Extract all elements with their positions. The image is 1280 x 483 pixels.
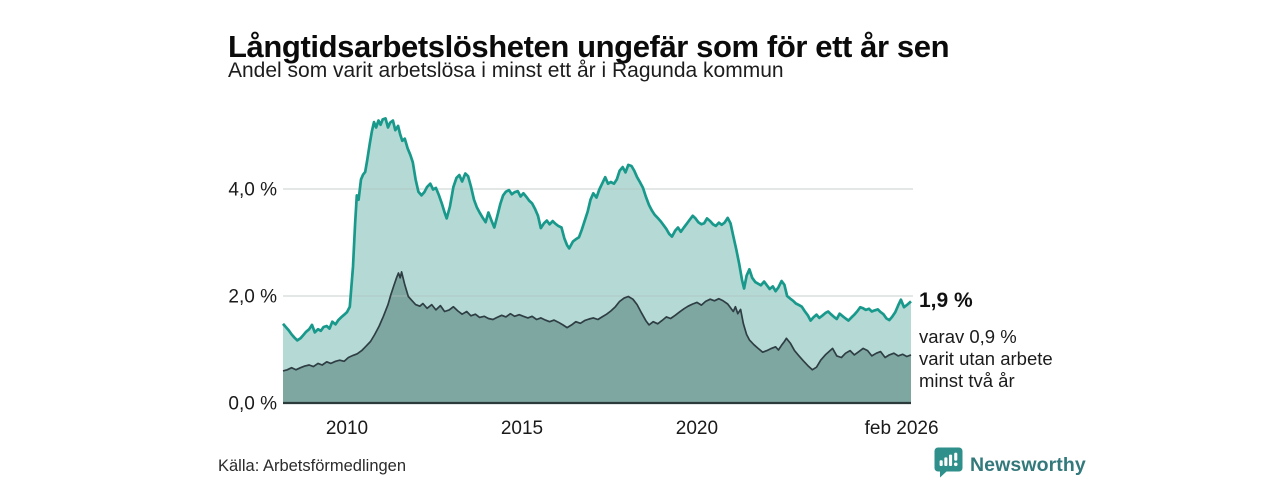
series-min-two-years-area	[283, 271, 911, 403]
y-tick-label: 4,0 %	[228, 180, 277, 201]
y-tick-label: 0,0 %	[228, 394, 277, 415]
annotation-line-2: varit utan arbete	[919, 348, 1053, 369]
page-title: Långtidsarbetslösheten ungefär som för e…	[228, 28, 950, 64]
x-tick-label: 2020	[676, 418, 718, 439]
y-tick-label: 2,0 %	[228, 287, 277, 308]
x-tick-label: 2010	[326, 418, 368, 439]
x-tick-label: feb 2026	[865, 418, 939, 439]
newsworthy-logo-icon	[934, 447, 963, 483]
annotation-line-1: varav 0,9 %	[919, 326, 1017, 347]
series-min-two-years-line	[282, 271, 912, 372]
latest-value-label: 1,9 %	[919, 289, 973, 312]
page-subtitle: Andel som varit arbetslösa i minst ett å…	[228, 59, 784, 82]
annotation-line-3: minst två år	[919, 370, 1015, 391]
two-year-share-annotation: varav 0,9 % varit utan arbete minst två …	[919, 326, 1053, 392]
x-tick-label: 2015	[501, 418, 543, 439]
series-min-one-year-line	[281, 117, 912, 342]
newsworthy-brand: Newsworthy	[934, 447, 1086, 483]
source-credit: Källa: Arbetsförmedlingen	[218, 457, 407, 475]
newsworthy-wordmark: Newsworthy	[970, 453, 1086, 476]
